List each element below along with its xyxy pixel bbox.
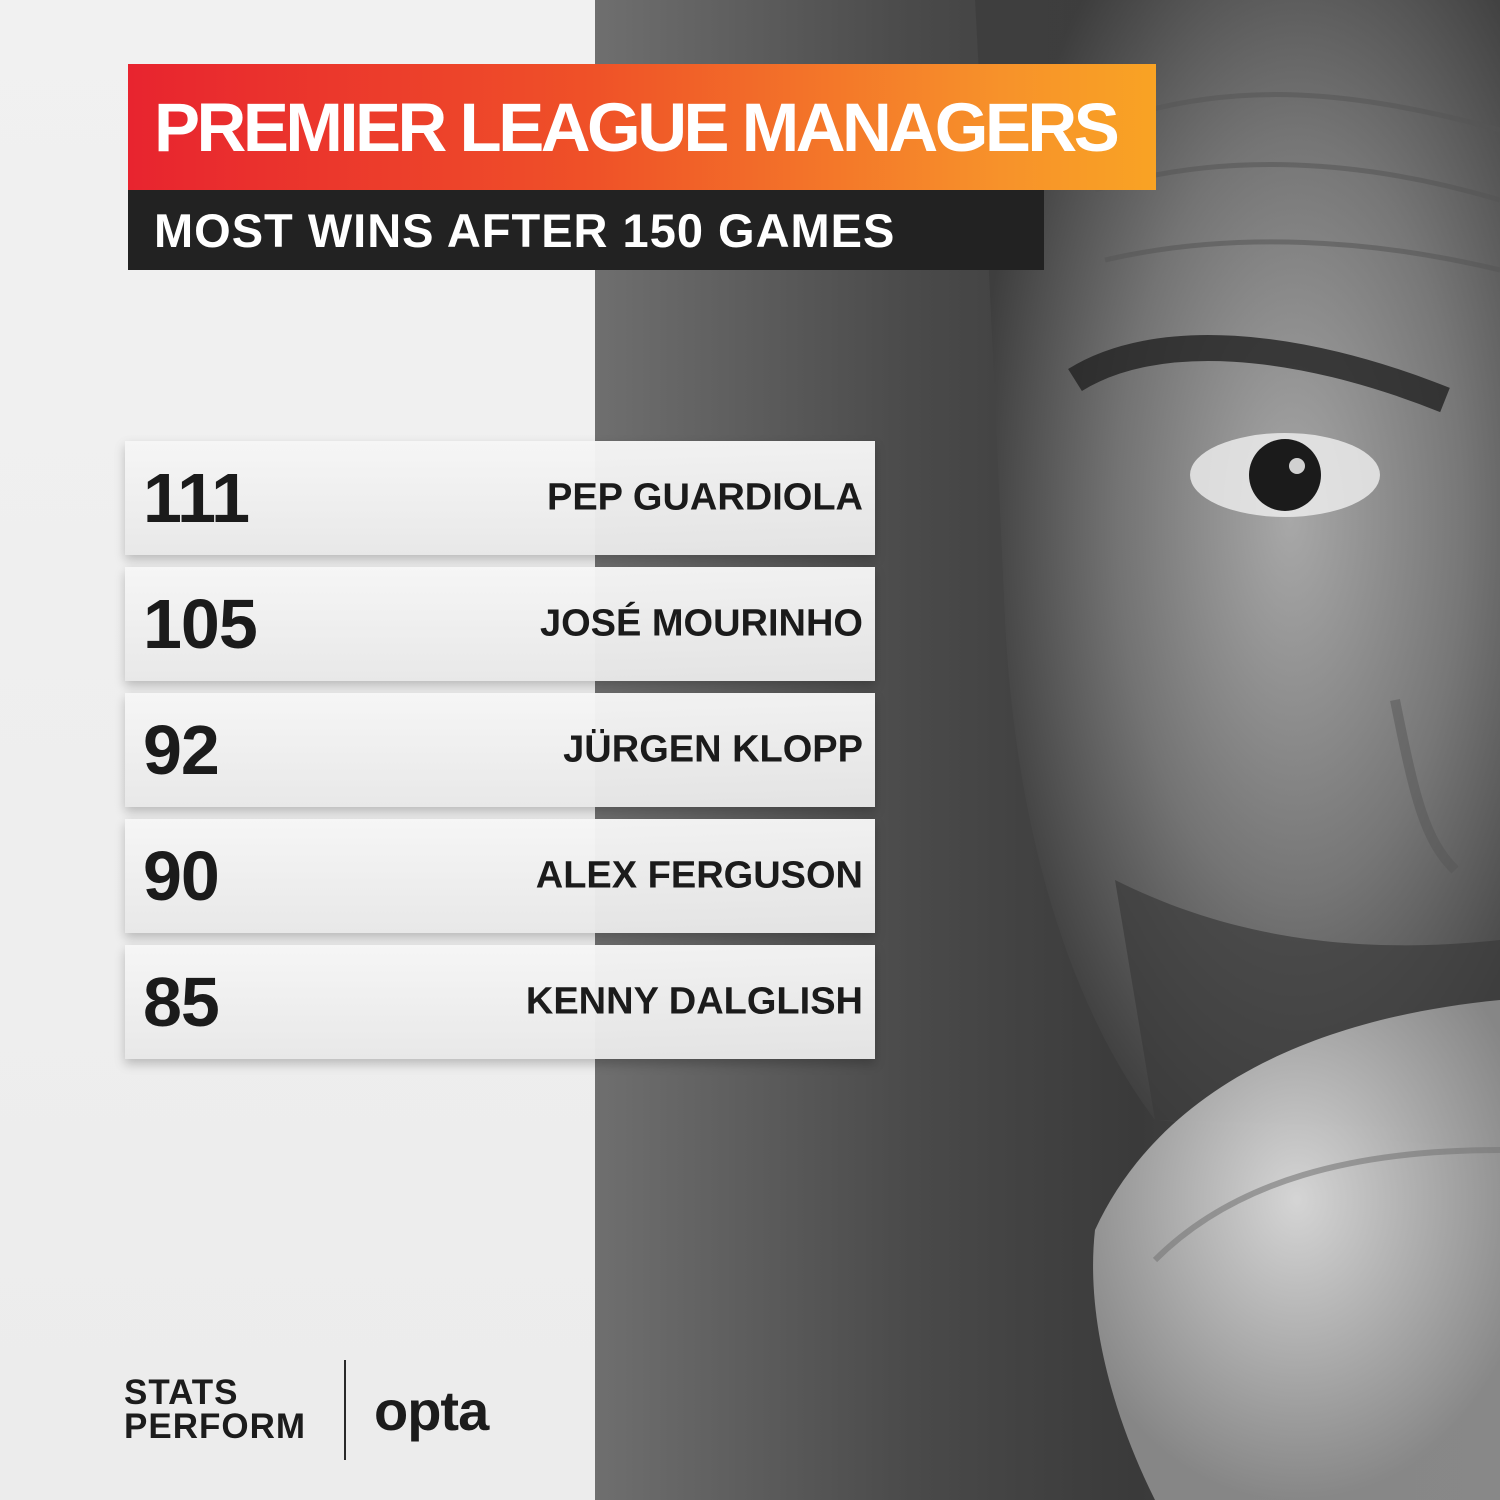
table-row: 90 ALEX FERGUSON: [125, 819, 875, 933]
wins-value: 111: [143, 459, 250, 537]
stats-perform-logo: STATS PERFORM: [124, 1373, 324, 1446]
page-title: PREMIER LEAGUE MANAGERS: [154, 88, 1120, 166]
page-subtitle: MOST WINS AFTER 150 GAMES: [154, 203, 896, 257]
subtitle-banner: MOST WINS AFTER 150 GAMES: [128, 190, 1044, 270]
manager-name: PEP GUARDIOLA: [546, 476, 863, 519]
opta-logo: opta: [374, 1379, 489, 1442]
manager-name: ALEX FERGUSON: [535, 854, 863, 897]
table-row: 85 KENNY DALGLISH: [125, 945, 875, 1059]
wins-value: 85: [143, 963, 220, 1041]
table-row: 111 PEP GUARDIOLA: [125, 441, 875, 555]
logo-divider: [344, 1360, 346, 1460]
manager-name: JÜRGEN KLOPP: [563, 728, 863, 771]
photo-shapes: [975, 0, 1500, 1500]
stats-perform-logo-line2: PERFORM: [124, 1407, 306, 1446]
table-row: 92 JÜRGEN KLOPP: [125, 693, 875, 807]
stats-perform-logo-line1: STATS: [124, 1373, 239, 1412]
wins-value: 105: [143, 585, 258, 663]
wins-table: 111 PEP GUARDIOLA 105 JOSÉ MOURINHO 92 J…: [125, 441, 875, 1071]
wins-value: 92: [143, 711, 220, 789]
manager-name: JOSÉ MOURINHO: [539, 602, 863, 645]
table-row: 105 JOSÉ MOURINHO: [125, 567, 875, 681]
title-banner: PREMIER LEAGUE MANAGERS: [128, 64, 1156, 190]
manager-name: KENNY DALGLISH: [525, 980, 863, 1023]
wins-value: 90: [143, 837, 220, 915]
